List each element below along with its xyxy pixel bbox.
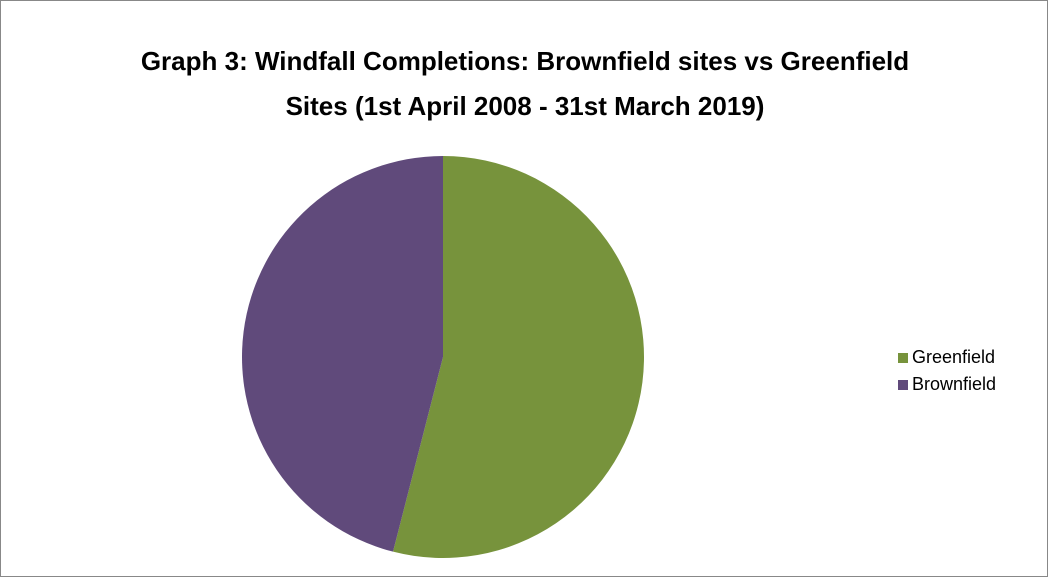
legend-label: Greenfield — [912, 347, 995, 367]
pie-slice — [393, 156, 645, 559]
legend-swatch — [898, 353, 908, 363]
legend-label: Brownfield — [912, 374, 996, 394]
pie-slice — [241, 156, 443, 552]
legend-swatch — [898, 380, 908, 390]
chart-title: Graph 3: Windfall Completions: Brownfiel… — [140, 46, 910, 121]
